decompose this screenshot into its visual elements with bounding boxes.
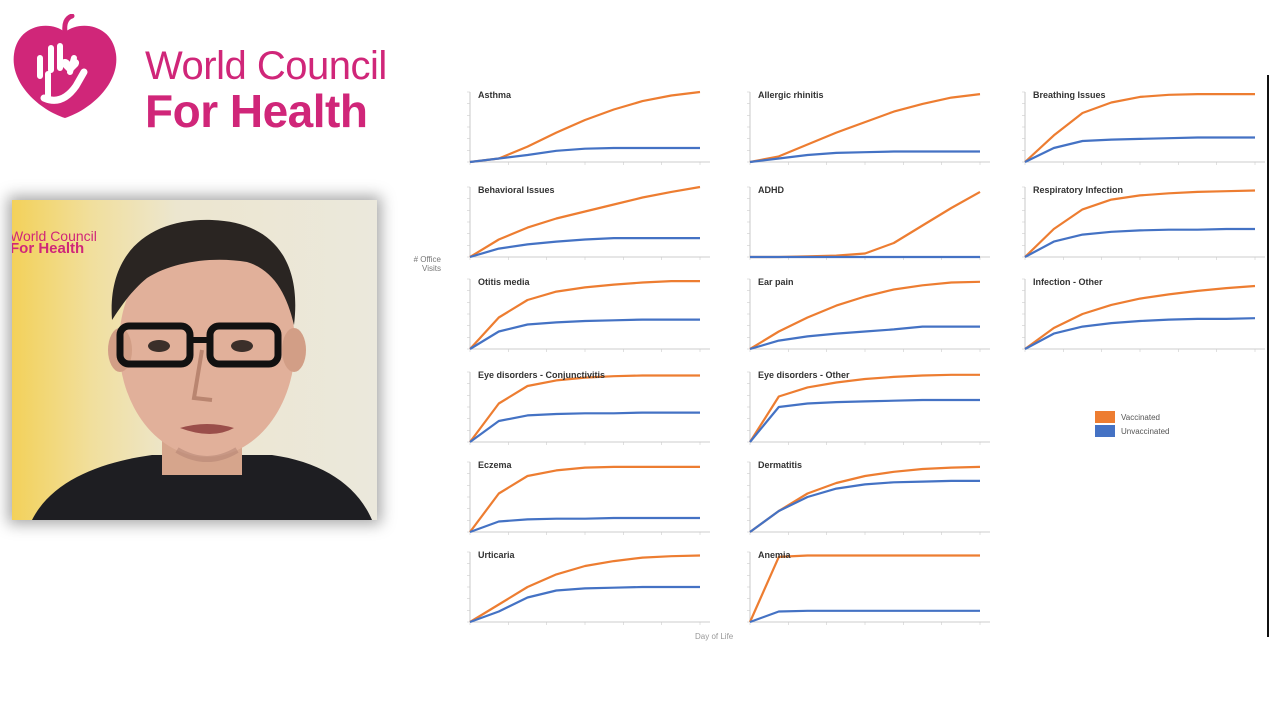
series-line-vaccinated	[469, 554, 701, 623]
series-line-vaccinated	[469, 185, 701, 258]
chart-4: Behavioral Issues	[467, 185, 710, 260]
chart-15: Anemia	[747, 550, 990, 625]
chart-title: Allergic rhinitis	[758, 90, 824, 100]
chart-11: Eye disorders - Other	[747, 370, 990, 445]
chart-title: Urticaria	[478, 550, 516, 560]
chart-title: Otitis media	[478, 277, 531, 287]
chart-title: Infection - Other	[1033, 277, 1103, 287]
series-line-vaccinated	[1024, 93, 1255, 163]
chart-6: Respiratory Infection	[1022, 185, 1265, 260]
series-line-unvaccinated	[749, 325, 980, 351]
chart-title: Eye disorders - Conjunctivitis	[478, 370, 605, 380]
x-axis-label: Day of Life	[695, 632, 734, 641]
chart-title: Anemia	[758, 550, 792, 560]
legend-item-vaccinated: Vaccinated	[1095, 410, 1169, 424]
chart-2: Allergic rhinitis	[747, 90, 990, 165]
series-line-vaccinated	[469, 465, 700, 533]
legend-swatch-vaccinated	[1095, 411, 1115, 423]
series-line-vaccinated	[749, 93, 981, 164]
logo-line-2: For Health	[145, 85, 368, 137]
chart-title: Ear pain	[758, 277, 794, 287]
chart-title: Breathing Issues	[1033, 90, 1106, 100]
logo-line-1: World Council	[145, 44, 387, 88]
series-line-unvaccinated	[749, 150, 980, 164]
series-line-vaccinated	[1024, 189, 1256, 258]
series-line-unvaccinated	[749, 479, 980, 533]
series-line-vaccinated	[749, 465, 981, 533]
chart-1: Asthma	[467, 90, 710, 165]
series-line-vaccinated	[469, 90, 701, 164]
chart-8: Ear pain	[747, 277, 990, 352]
series-line-vaccinated	[749, 373, 980, 443]
chart-12: Eczema	[467, 460, 710, 535]
chart-3: Breathing Issues	[1022, 90, 1265, 165]
series-line-vaccinated	[749, 280, 981, 350]
series-line-unvaccinated	[1024, 317, 1256, 350]
legend-item-unvaccinated: Unvaccinated	[1095, 424, 1169, 438]
chart-14: Urticaria	[467, 550, 710, 625]
legend-swatch-unvaccinated	[1095, 425, 1115, 437]
chart-title: ADHD	[758, 185, 784, 195]
series-line-unvaccinated	[1024, 136, 1255, 163]
chart-legend: Vaccinated Unvaccinated	[1095, 410, 1169, 438]
video-logo-line-1: World Council	[12, 228, 97, 244]
series-line-vaccinated	[750, 190, 981, 259]
series-line-unvaccinated	[469, 585, 700, 624]
video-logo-line-2: For Health	[12, 240, 85, 257]
series-line-vaccinated	[469, 280, 700, 350]
divider-line	[1267, 75, 1269, 637]
chart-title: Behavioral Issues	[478, 185, 555, 195]
chart-title: Eczema	[478, 460, 513, 470]
chart-10: Eye disorders - Conjunctivitis	[467, 370, 710, 445]
chart-title: Asthma	[478, 90, 512, 100]
series-line-vaccinated	[1024, 284, 1256, 350]
legend-label: Unvaccinated	[1121, 426, 1170, 436]
chart-title: Dermatitis	[758, 460, 802, 470]
chart-9: Infection - Other	[1022, 277, 1265, 352]
legend-label: Vaccinated	[1121, 412, 1160, 422]
chart-title: Eye disorders - Other	[758, 370, 850, 380]
series-line-unvaccinated	[469, 318, 700, 350]
chart-7: Otitis media	[467, 277, 710, 352]
series-line-vaccinated	[469, 374, 700, 443]
small-multiples-svg: Asthma Allergic rhinitis Breathing Issues B…	[467, 90, 1265, 625]
chart-5: ADHD	[747, 185, 990, 260]
speaker-figure	[32, 219, 372, 520]
series-line-unvaccinated	[469, 146, 700, 164]
series-line-unvaccinated	[749, 609, 980, 624]
series-line-unvaccinated	[469, 236, 700, 259]
chart-13: Dermatitis	[747, 460, 990, 535]
charts-panel: Asthma Allergic rhinitis Breathing Issues B…	[440, 70, 1280, 650]
speaker-video: World Council For Health	[12, 200, 377, 520]
series-line-vaccinated	[748, 554, 980, 623]
series-line-unvaccinated	[749, 398, 980, 443]
series-line-unvaccinated	[469, 516, 700, 534]
series-line-unvaccinated	[1024, 227, 1255, 258]
chart-title: Respiratory Infection	[1033, 185, 1123, 195]
y-axis-label: # Office Visits	[413, 255, 441, 273]
series-line-unvaccinated	[469, 411, 700, 443]
heart-hand-logo-icon	[13, 14, 117, 118]
wch-logo: World Council For Health	[10, 14, 410, 137]
